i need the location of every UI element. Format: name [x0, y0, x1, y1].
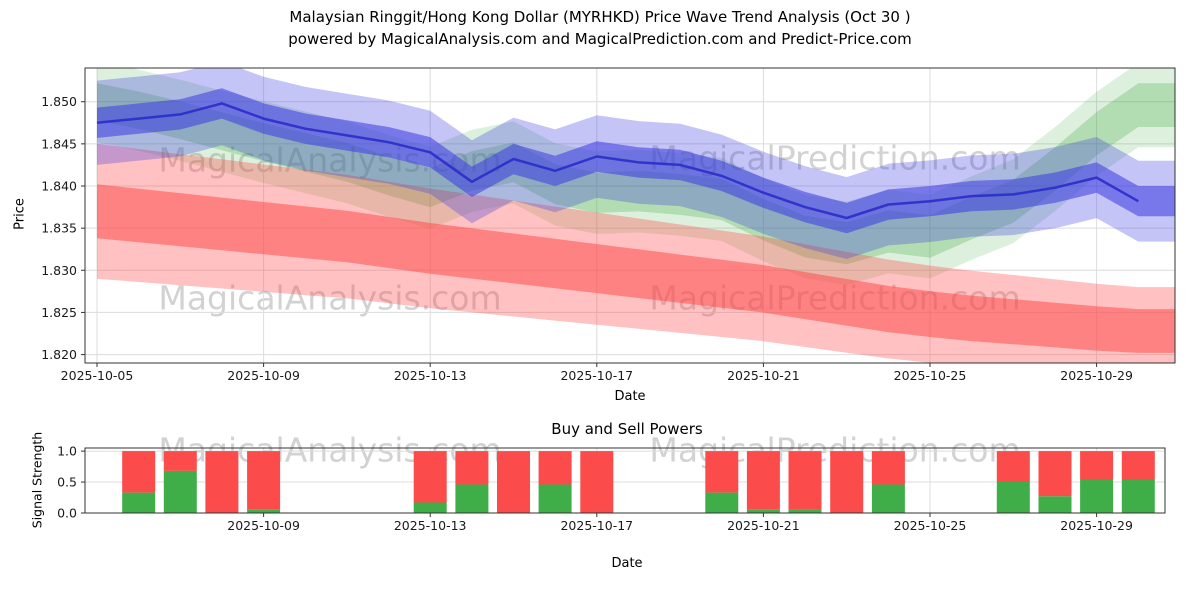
sell-bar [1038, 451, 1072, 497]
svg-text:1.850: 1.850 [41, 94, 77, 109]
buy-bar [871, 484, 905, 513]
buy-bar [1121, 479, 1155, 513]
buy-bar [122, 492, 156, 513]
svg-text:2025-10-09: 2025-10-09 [227, 518, 300, 533]
buy-bar [705, 492, 739, 513]
svg-text:1.0: 1.0 [57, 444, 77, 459]
svg-text:1.845: 1.845 [41, 136, 77, 151]
signal-bars [122, 451, 1155, 513]
svg-text:2025-10-21: 2025-10-21 [727, 518, 800, 533]
sell-bar [497, 451, 530, 513]
price-wave-bands [96, 68, 1175, 363]
buy-bar [1038, 496, 1072, 513]
sell-bar [580, 451, 614, 513]
svg-text:1.825: 1.825 [41, 305, 77, 320]
buy-bar [746, 509, 780, 513]
sell-bar [205, 451, 239, 513]
svg-text:2025-10-21: 2025-10-21 [727, 368, 800, 383]
buy-bar [413, 502, 447, 513]
sell-bar [830, 451, 864, 513]
power-plot-border [84, 447, 1166, 514]
svg-text:2025-10-17: 2025-10-17 [560, 518, 633, 533]
sell-bar [163, 451, 197, 471]
svg-text:2025-10-25: 2025-10-25 [894, 518, 967, 533]
svg-text:2025-10-13: 2025-10-13 [394, 368, 467, 383]
svg-text:2025-10-13: 2025-10-13 [394, 518, 467, 533]
svg-text:0.0: 0.0 [57, 506, 77, 521]
blue-trend-line [96, 102, 1139, 220]
sell-bar [788, 451, 822, 510]
svg-text:1.830: 1.830 [41, 263, 77, 278]
sell-bar [1121, 451, 1155, 479]
svg-text:2025-10-29: 2025-10-29 [1060, 368, 1133, 383]
band-blue_trend [97, 88, 1175, 234]
buy-bar [788, 509, 822, 513]
buy-bar [163, 470, 197, 513]
sell-bar [247, 451, 281, 510]
svg-text:1.835: 1.835 [41, 221, 77, 236]
svg-text:2025-10-09: 2025-10-09 [227, 368, 300, 383]
svg-text:2025-10-05: 2025-10-05 [61, 368, 134, 383]
svg-text:2025-10-29: 2025-10-29 [1060, 518, 1133, 533]
sell-bar [871, 451, 905, 485]
svg-text:2025-10-25: 2025-10-25 [894, 368, 967, 383]
buy-bar [247, 509, 281, 513]
sell-bar [996, 451, 1030, 483]
price-tick-labels: 2025-10-05 2025-10-09 2025-10-13 2025-10-17… [41, 94, 1133, 383]
svg-text:1.840: 1.840 [41, 179, 77, 194]
buy-bar [538, 484, 572, 513]
sell-bar [122, 451, 156, 493]
buy-bar [1080, 479, 1114, 513]
svg-text:2025-10-17: 2025-10-17 [560, 368, 633, 383]
sell-bar [746, 451, 780, 510]
buy-bar [996, 482, 1030, 513]
sell-bar [1080, 451, 1114, 479]
sell-bar [538, 451, 572, 485]
sell-bar [413, 451, 447, 503]
price-plot-border [84, 67, 1176, 364]
buy-bar [455, 484, 489, 513]
power-tick-labels: 2025-10-09 2025-10-13 2025-10-17 2025-10-21… [57, 444, 1133, 533]
sell-bar [705, 451, 739, 493]
band-red_trend [97, 184, 1175, 353]
sell-bar [455, 451, 489, 485]
svg-text:0.5: 0.5 [57, 475, 77, 490]
svg-text:1.820: 1.820 [41, 347, 77, 362]
